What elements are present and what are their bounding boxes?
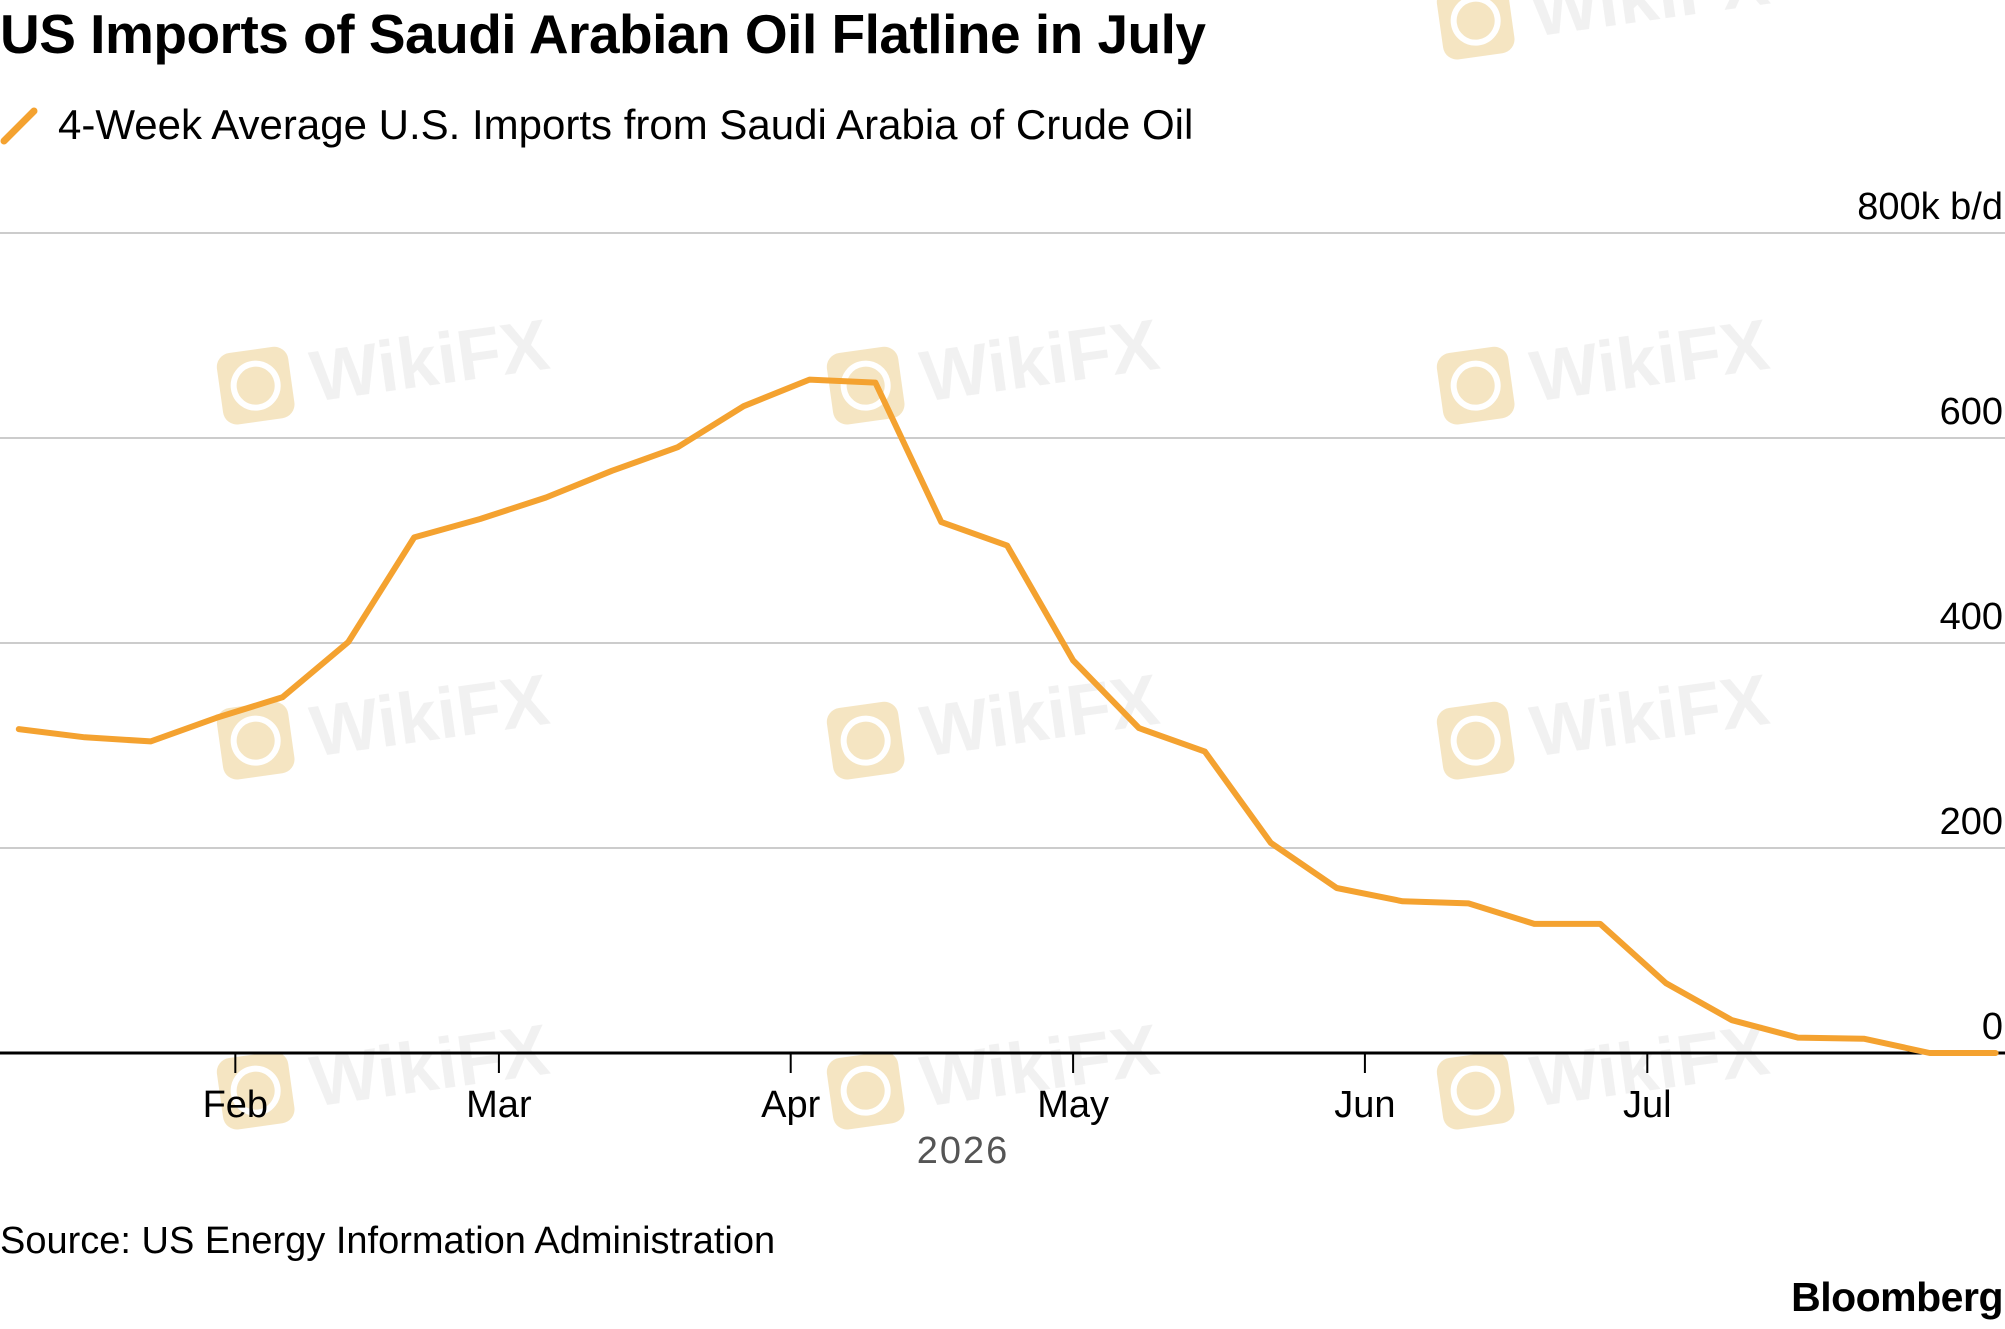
y-tick-label: 200: [1940, 801, 2003, 843]
watermark: WikiFX: [1436, 305, 1774, 425]
watermark-text: WikiFX: [306, 660, 554, 773]
watermark: WikiFX: [216, 305, 554, 425]
watermark: WikiFX: [1436, 0, 1774, 60]
watermark: WikiFX: [826, 305, 1164, 425]
y-tick-label: 800k b/d: [1857, 186, 2003, 228]
watermark-text: WikiFX: [1526, 305, 1774, 418]
bloomberg-logo: Bloomberg: [1791, 1274, 2003, 1320]
wikifx-logo-icon: [1436, 346, 1515, 425]
watermark-layer: WikiFX WikiFX WikiFX WikiFX WikiFX WikiFX Wiki…: [216, 0, 1774, 1130]
watermark: WikiFX: [216, 660, 554, 780]
wikifx-logo-icon: [1436, 701, 1515, 780]
x-tick-label: Feb: [203, 1084, 268, 1126]
x-tick-label: Apr: [761, 1084, 820, 1126]
wikifx-logo-icon: [1436, 0, 1515, 60]
wikifx-logo-icon: [216, 346, 295, 425]
watermark: WikiFX: [1436, 660, 1774, 780]
x-tick-label: Jul: [1623, 1084, 1672, 1126]
y-tick-label: 0: [1982, 1006, 2003, 1048]
legend-line-swatch: [0, 107, 38, 145]
watermark-text: WikiFX: [1526, 660, 1774, 773]
source-note: Source: US Energy Information Administra…: [0, 1220, 776, 1262]
series-line-imports: [15, 376, 1999, 1056]
watermark: WikiFX: [826, 1010, 1164, 1130]
y-axis-labels: 0 200 400 600 800k b/d: [1857, 186, 2003, 1048]
legend: 4-Week Average U.S. Imports from Saudi A…: [0, 95, 1193, 155]
x-tick-label: Jun: [1334, 1084, 1395, 1126]
watermark-text: WikiFX: [916, 305, 1164, 418]
watermark-text: WikiFX: [1526, 0, 1774, 52]
watermark-text: WikiFX: [306, 305, 554, 418]
watermark: WikiFX: [1436, 1010, 1774, 1130]
x-tick-label: Mar: [466, 1084, 532, 1126]
x-axis: Feb Mar Apr May Jun Jul 2026: [0, 1051, 2005, 1172]
watermark: WikiFX: [826, 660, 1164, 780]
wikifx-logo-icon: [826, 346, 905, 425]
x-tick-label: May: [1037, 1084, 1109, 1126]
legend-label: 4-Week Average U.S. Imports from Saudi A…: [58, 101, 1194, 148]
wikifx-logo-icon: [1436, 1051, 1515, 1130]
x-axis-year-label: 2026: [917, 1130, 1010, 1172]
y-tick-label: 400: [1940, 596, 2003, 638]
legend-line-icon: [0, 107, 38, 145]
grid-lines: [0, 232, 2005, 849]
wikifx-logo-icon: [826, 1051, 905, 1130]
chart-title: US Imports of Saudi Arabian Oil Flatline…: [0, 3, 1206, 65]
wikifx-logo-icon: [216, 701, 295, 780]
wikifx-logo-icon: [826, 701, 905, 780]
series-layer: [15, 376, 1999, 1056]
y-tick-label: 600: [1940, 391, 2003, 433]
